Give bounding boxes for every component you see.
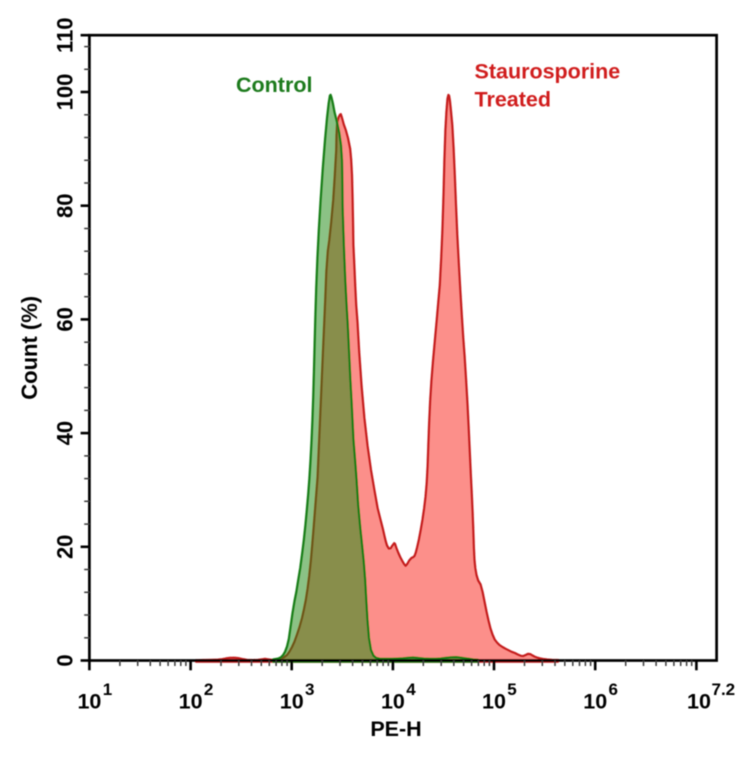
- svg-text:100: 100: [53, 74, 78, 111]
- svg-text:10: 10: [179, 690, 203, 714]
- svg-text:10: 10: [583, 690, 607, 714]
- svg-text:110: 110: [53, 17, 78, 53]
- svg-text:7.2: 7.2: [712, 680, 736, 699]
- svg-text:Staurosporine: Staurosporine: [475, 60, 621, 84]
- svg-text:0: 0: [53, 654, 78, 666]
- svg-text:10: 10: [482, 690, 506, 714]
- svg-text:6: 6: [609, 680, 618, 699]
- svg-text:10: 10: [280, 690, 304, 714]
- svg-text:10: 10: [687, 690, 711, 714]
- svg-text:PE-H: PE-H: [370, 717, 421, 741]
- svg-text:10: 10: [381, 690, 405, 714]
- svg-text:20: 20: [53, 535, 78, 559]
- svg-text:Treated: Treated: [475, 88, 551, 112]
- svg-text:60: 60: [53, 307, 78, 331]
- svg-text:1: 1: [103, 680, 112, 699]
- svg-text:5: 5: [507, 680, 516, 699]
- svg-text:10: 10: [77, 690, 101, 714]
- svg-text:Control: Control: [236, 73, 312, 97]
- svg-text:4: 4: [406, 680, 416, 699]
- svg-text:3: 3: [305, 680, 314, 699]
- svg-text:2: 2: [204, 680, 213, 699]
- svg-text:80: 80: [53, 193, 78, 217]
- svg-text:40: 40: [53, 421, 78, 445]
- svg-text:Count (%): Count (%): [17, 296, 42, 400]
